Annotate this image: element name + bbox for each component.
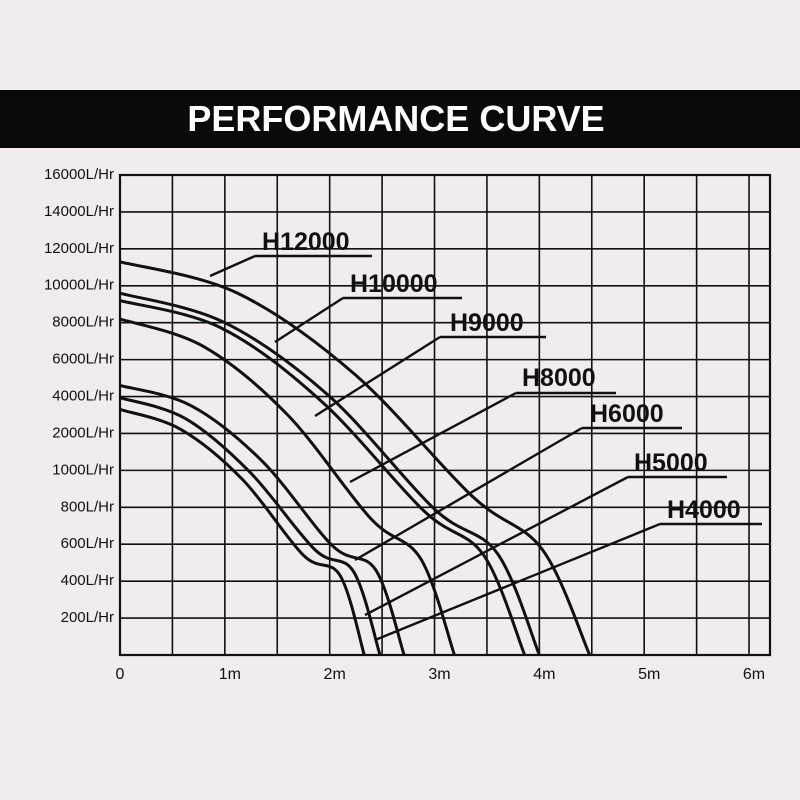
y-tick-label: 10000L/Hr	[44, 277, 114, 294]
series-label: H12000	[262, 228, 350, 256]
plot-border	[118, 173, 772, 657]
y-tick-label: 14000L/Hr	[44, 203, 114, 220]
series-label: H4000	[667, 496, 741, 524]
curve	[119, 384, 406, 656]
x-tick-label: 6m	[743, 666, 765, 683]
y-tick-label: 200L/Hr	[61, 609, 114, 626]
curve	[119, 408, 366, 656]
curve	[119, 396, 382, 656]
leader-line	[314, 335, 441, 418]
y-tick-label: 400L/Hr	[61, 572, 114, 589]
series-label: H9000	[450, 309, 524, 337]
curve	[119, 291, 541, 656]
leader-line	[274, 296, 344, 344]
x-tick-label: 1m	[219, 666, 241, 683]
curve	[119, 299, 527, 656]
y-tick-label: 2000L/Hr	[52, 424, 114, 441]
leader-line	[374, 522, 661, 642]
curve	[119, 317, 456, 656]
y-tick-label: 16000L/Hr	[44, 166, 114, 183]
x-tick-label: 2m	[324, 666, 346, 683]
title-bar	[0, 90, 800, 148]
y-tick-label: 6000L/Hr	[52, 351, 114, 368]
y-tick-label: 800L/Hr	[61, 498, 114, 515]
curves	[119, 260, 592, 656]
chart-title: PERFORMANCE CURVE	[187, 98, 604, 139]
series-label: H6000	[590, 400, 664, 428]
leader-line	[364, 475, 629, 617]
x-tick-label: 3m	[428, 666, 450, 683]
leader-line	[354, 426, 583, 562]
leader-line	[209, 254, 256, 278]
series-label: H10000	[350, 270, 438, 298]
y-tick-label: 600L/Hr	[61, 535, 114, 552]
x-tick-label: 5m	[638, 666, 660, 683]
x-tick-label: 4m	[533, 666, 555, 683]
series-label: H5000	[634, 449, 708, 477]
y-tick-label: 4000L/Hr	[52, 388, 114, 405]
y-tick-label: 8000L/Hr	[52, 314, 114, 331]
y-tick-label: 1000L/Hr	[52, 461, 114, 478]
leader-line	[349, 391, 517, 484]
y-tick-label: 12000L/Hr	[44, 240, 114, 257]
x-tick-label: 0	[116, 666, 125, 683]
curve	[119, 260, 592, 656]
series-label: H8000	[522, 364, 596, 392]
